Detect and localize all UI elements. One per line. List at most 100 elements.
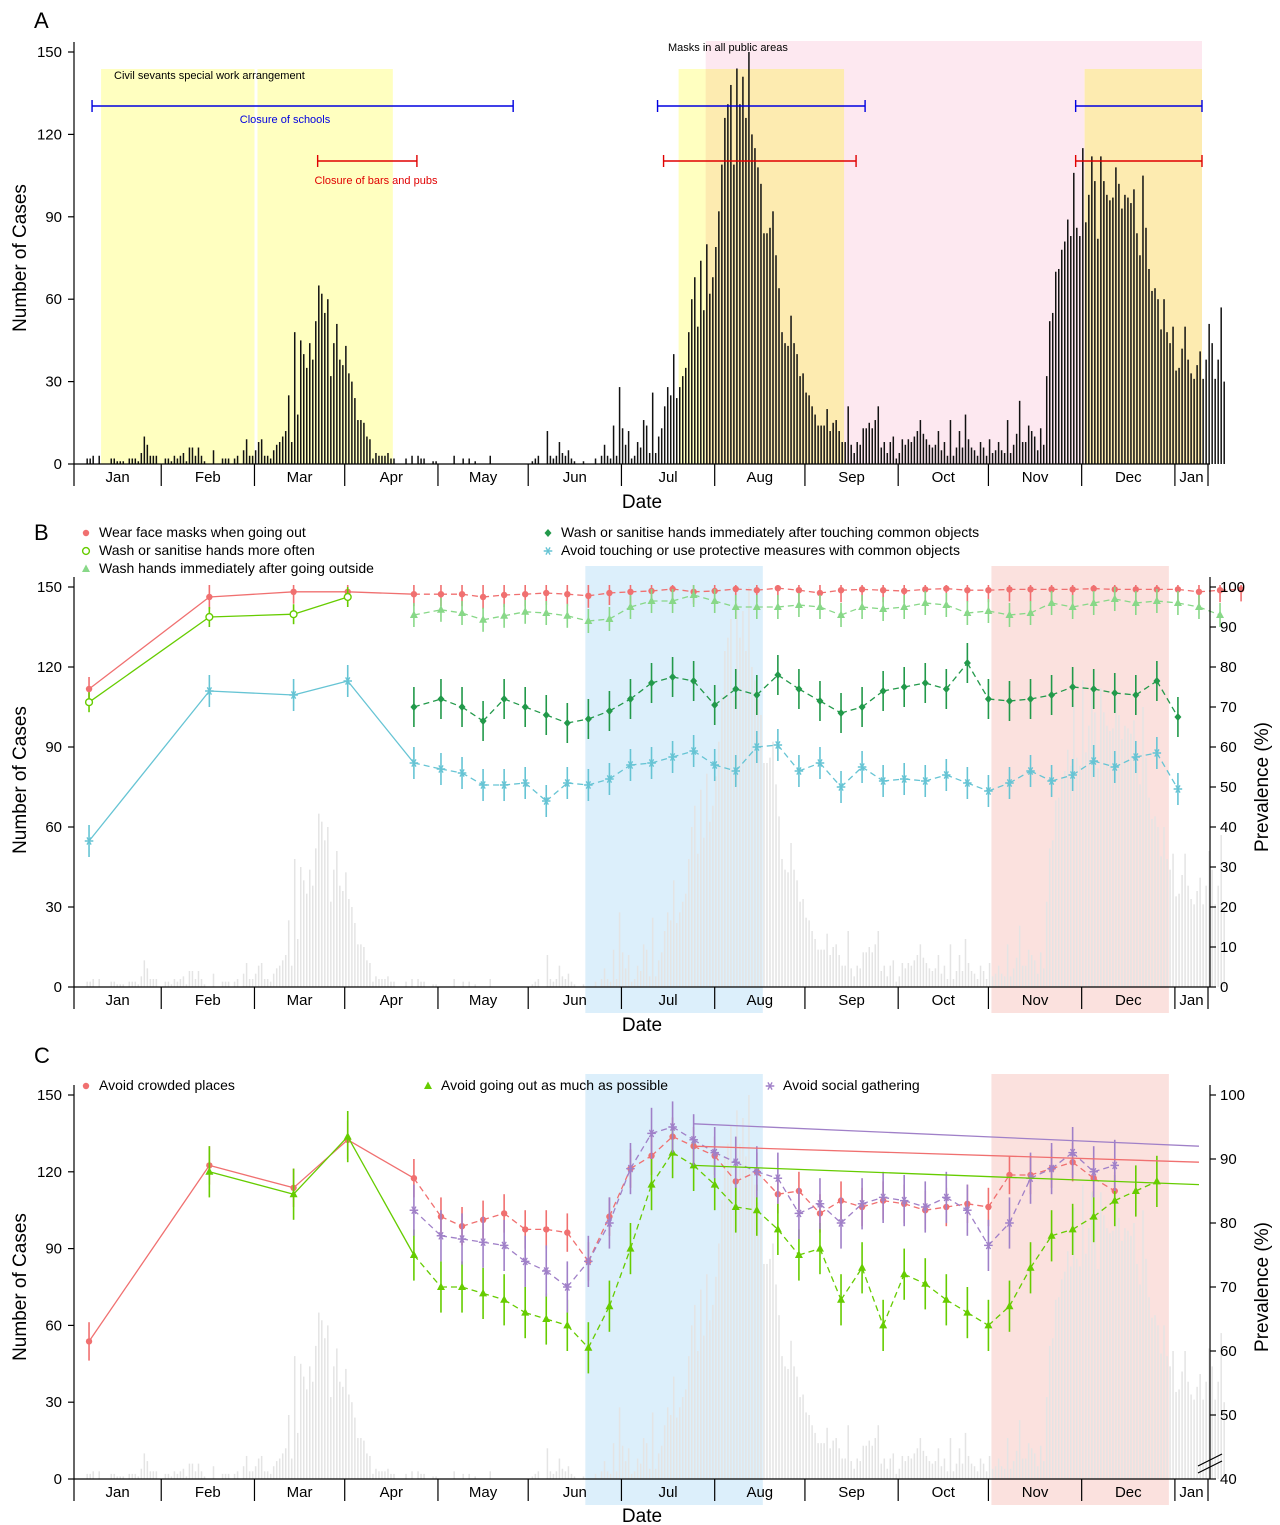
- daily-case-bar: [354, 398, 356, 464]
- point-marker: [479, 717, 487, 725]
- daily-case-bar: [272, 973, 275, 987]
- daily-case-bar: [1070, 765, 1072, 987]
- daily-case-bar: [645, 949, 648, 987]
- daily-case-bar: [976, 979, 979, 987]
- daily-case-bar: [841, 965, 843, 987]
- daily-case-bar: [1039, 428, 1042, 464]
- daily-case-bar: [1145, 1258, 1147, 1479]
- daily-case-bar: [179, 979, 182, 987]
- daily-case-bar: [754, 148, 756, 464]
- daily-case-bar: [642, 944, 645, 987]
- daily-case-bar: [423, 981, 425, 987]
- series-line: [777, 1177, 800, 1214]
- daily-case-bar: [296, 1432, 299, 1479]
- daily-case-bar: [351, 1402, 353, 1479]
- series-line: [988, 782, 1010, 792]
- y-tick-label: 150: [37, 1087, 62, 1104]
- daily-case-bar: [1079, 236, 1081, 464]
- daily-case-bar: [1024, 965, 1027, 987]
- y2-tick-label: 0: [1220, 979, 1228, 996]
- point-marker: [424, 1081, 432, 1089]
- x-tick-label: May: [469, 1484, 498, 1501]
- daily-case-bar: [272, 1466, 275, 1479]
- daily-case-bar: [1133, 1223, 1135, 1479]
- point-marker: [710, 1180, 719, 1188]
- daily-case-bar: [303, 354, 305, 464]
- point-marker: [1216, 587, 1224, 594]
- point-marker: [410, 703, 418, 711]
- daily-case-bar: [672, 354, 675, 464]
- daily-case-bar: [1139, 255, 1141, 464]
- daily-case-bar: [453, 1471, 455, 1479]
- daily-case-bar: [393, 981, 395, 987]
- point-marker: [710, 596, 719, 604]
- daily-case-bar: [796, 354, 798, 464]
- daily-case-bar: [1127, 728, 1129, 987]
- daily-case-bar: [462, 981, 464, 987]
- daily-case-bar: [1190, 899, 1192, 987]
- point-marker: [731, 602, 740, 610]
- daily-case-bar: [639, 971, 642, 987]
- series-line: [714, 688, 737, 706]
- daily-case-bar: [844, 965, 846, 987]
- point-marker: [985, 1203, 992, 1211]
- daily-case-bar: [1175, 370, 1177, 464]
- daily-case-bar: [967, 439, 970, 464]
- daily-case-bar: [1097, 768, 1099, 987]
- daily-case-bar: [1187, 1381, 1189, 1479]
- daily-case-bar: [113, 981, 116, 987]
- daily-case-bar: [880, 1463, 883, 1479]
- daily-case-bar: [221, 981, 224, 987]
- daily-case-bar: [808, 920, 810, 987]
- daily-case-bar: [1061, 1279, 1063, 1479]
- daily-case-bar: [293, 859, 296, 987]
- point-marker: [521, 591, 529, 598]
- x-tick-label: May: [469, 469, 498, 486]
- daily-case-bar: [573, 461, 576, 464]
- daily-case-bar: [227, 981, 230, 987]
- daily-case-bar: [1018, 1420, 1021, 1479]
- daily-case-bar: [1000, 450, 1003, 464]
- daily-case-bar: [691, 827, 693, 987]
- daily-case-bar: [315, 1345, 317, 1479]
- series-line: [209, 690, 294, 696]
- x-tick-label: Jul: [658, 992, 677, 1009]
- daily-case-bar: [609, 458, 612, 464]
- daily-case-bar: [976, 1471, 979, 1479]
- daily-case-bar: [820, 1443, 822, 1479]
- daily-case-bar: [290, 1458, 293, 1479]
- daily-case-bar: [624, 444, 627, 464]
- daily-case-bar: [137, 1476, 140, 1479]
- daily-case-bar: [904, 968, 907, 987]
- daily-case-bar: [318, 813, 320, 987]
- daily-case-bar: [958, 431, 961, 464]
- daily-case-bar: [979, 1458, 982, 1479]
- series-line: [714, 1184, 737, 1208]
- point-marker: [563, 1320, 572, 1329]
- daily-case-bar: [627, 955, 630, 987]
- daily-case-bar: [721, 696, 723, 987]
- series-line: [988, 588, 1010, 591]
- daily-case-bar: [766, 763, 768, 987]
- series-line: [883, 686, 905, 692]
- daily-case-bar: [1012, 1461, 1015, 1479]
- series-line: [1156, 752, 1179, 790]
- point-marker: [1110, 594, 1119, 602]
- daily-case-bar: [633, 979, 636, 987]
- series-line: [630, 590, 652, 593]
- daily-case-bar: [1012, 968, 1015, 987]
- series-line: [777, 744, 800, 772]
- daily-case-bar: [1067, 1251, 1069, 1479]
- series-line: [967, 782, 989, 792]
- daily-case-bar: [1027, 1443, 1030, 1479]
- series-line: [293, 1139, 349, 1189]
- daily-case-bar: [309, 343, 311, 464]
- daily-case-bar: [880, 971, 883, 987]
- daily-case-bar: [236, 979, 239, 987]
- point-marker: [732, 685, 740, 693]
- series-line: [88, 690, 210, 842]
- daily-case-bar: [312, 359, 314, 464]
- daily-case-bar: [907, 1455, 910, 1479]
- daily-case-bar: [1166, 859, 1168, 987]
- daily-case-bar: [1223, 907, 1225, 987]
